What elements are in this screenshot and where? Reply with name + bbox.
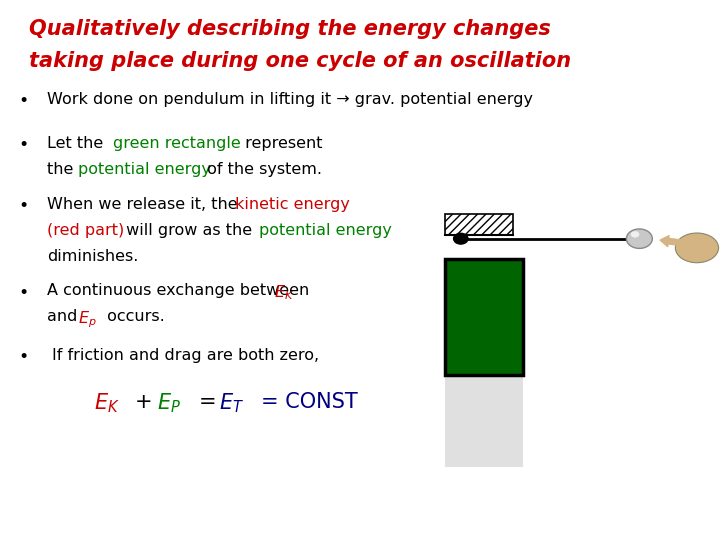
Text: represent: represent (240, 136, 323, 151)
Text: Qualitatively describing the energy changes: Qualitatively describing the energy chan… (29, 19, 551, 39)
Text: $\mathit{E}_T$: $\mathit{E}_T$ (219, 392, 244, 415)
Text: occurs.: occurs. (102, 309, 164, 325)
Ellipse shape (675, 233, 719, 262)
Text: Work done on pendulum in lifting it → grav. potential energy: Work done on pendulum in lifting it → gr… (47, 92, 533, 107)
Text: •: • (18, 348, 28, 366)
Text: •: • (18, 197, 28, 215)
Text: green rectangle: green rectangle (113, 136, 240, 151)
Text: $\mathit{E}_p$: $\mathit{E}_p$ (78, 309, 97, 330)
Text: •: • (18, 136, 28, 154)
Text: •: • (18, 92, 28, 110)
Bar (445, 375, 523, 467)
FancyArrowPatch shape (660, 235, 698, 247)
Text: the: the (47, 162, 78, 177)
Text: of the system.: of the system. (202, 162, 322, 177)
Text: $\mathit{E}_P$: $\mathit{E}_P$ (157, 392, 181, 415)
Text: (red part): (red part) (47, 223, 124, 238)
Text: potential energy: potential energy (259, 223, 392, 238)
Text: =: = (199, 392, 216, 411)
Text: potential energy: potential energy (78, 162, 211, 177)
Circle shape (626, 229, 652, 248)
Text: $\mathit{E}_K$: $\mathit{E}_K$ (94, 392, 120, 415)
Text: $\mathit{E}_K$: $\mathit{E}_K$ (274, 284, 294, 302)
Text: Let the: Let the (47, 136, 108, 151)
Text: If friction and drag are both zero,: If friction and drag are both zero, (52, 348, 319, 363)
Bar (445, 259, 523, 375)
Text: diminishes.: diminishes. (47, 249, 138, 264)
Text: and: and (47, 309, 82, 325)
Text: A continuous exchange between: A continuous exchange between (47, 284, 314, 299)
Bar (445, 214, 513, 235)
Text: kinetic energy: kinetic energy (235, 197, 351, 212)
Text: •: • (18, 284, 28, 301)
Circle shape (631, 231, 639, 238)
Text: will grow as the: will grow as the (121, 223, 257, 238)
Text: taking place during one cycle of an oscillation: taking place during one cycle of an osci… (29, 51, 571, 71)
Text: When we release it, the: When we release it, the (47, 197, 243, 212)
Text: +: + (135, 392, 160, 411)
Text: = CONST: = CONST (261, 392, 357, 411)
Circle shape (454, 233, 468, 244)
